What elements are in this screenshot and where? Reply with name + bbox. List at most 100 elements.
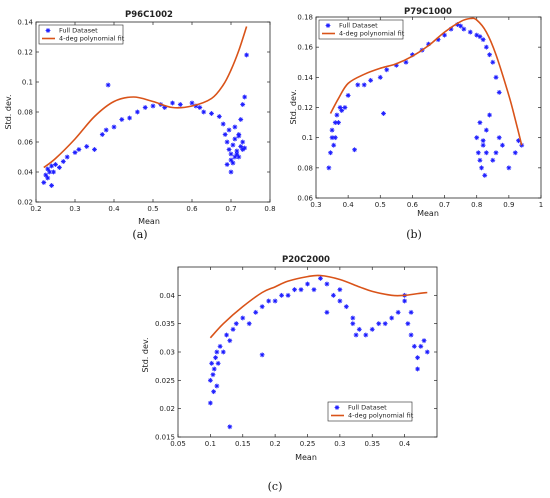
fit-line-a (43, 26, 248, 169)
data-point-c (376, 321, 382, 327)
data-point-a (230, 160, 236, 166)
data-point-b (355, 82, 361, 88)
data-point-c (279, 292, 284, 298)
data-point-b (477, 34, 483, 40)
data-point-a (41, 180, 47, 185)
data-point-c (343, 304, 349, 310)
data-point-b (336, 120, 341, 125)
data-point-c (213, 355, 218, 361)
x-tick-label-a: 0.2 (30, 205, 41, 213)
data-point-c (418, 343, 424, 349)
x-tick-label-a: 0.5 (147, 205, 158, 213)
data-point-a (84, 144, 90, 149)
y-tick-label-a: 0.08 (17, 109, 33, 117)
x-tick-label-c: 0.35 (364, 440, 380, 448)
data-point-a (209, 111, 214, 116)
data-point-a (201, 109, 207, 115)
data-point-c (214, 349, 220, 355)
plot-area-a: 0.2 0.3 0.4 0.5 0.6 0.7 0.8 0.02 0.04 0.06 0.08 0.1… (17, 19, 275, 214)
x-tick-label-b: 0.3 (310, 201, 321, 209)
caption-c: (c) (268, 480, 283, 493)
data-point-c (405, 321, 411, 327)
legend-label-fit-b: 4-deg polynomial fit (339, 30, 405, 38)
plot-area-c: 0.05 0.1 0.15 0.2 0.25 0.3 0.35 0.4 0.015 0.02 0.0… (155, 266, 438, 448)
data-point-a (177, 102, 183, 107)
legend-box-c (327, 401, 413, 422)
data-point-a (216, 114, 222, 119)
data-point-b (352, 147, 357, 153)
x-tick-label-b: 0.5 (375, 201, 386, 209)
data-point-a (244, 52, 249, 58)
x-tick-label-a: 0.7 (225, 205, 236, 213)
x-tick-label-a: 0.4 (108, 205, 120, 213)
chart-b-ylabel: Std. dev. (289, 89, 298, 124)
fit-line-b (329, 17, 523, 146)
chart-a-ylabel: Std. dev. (4, 94, 13, 129)
data-point-c (350, 315, 356, 321)
data-point-a (76, 147, 82, 152)
data-point-c (408, 332, 414, 338)
data-point-c (324, 309, 330, 315)
legend-label-points-a: Full Dataset (59, 27, 98, 35)
x-tick-label-b: 0.9 (503, 201, 514, 209)
data-point-c (207, 400, 213, 406)
data-point-c (356, 326, 362, 332)
data-point-b (368, 77, 374, 83)
data-point-b (482, 172, 488, 178)
chart-a-xlabel: Mean (138, 217, 160, 226)
data-point-b (334, 112, 340, 118)
data-point-a (57, 165, 62, 170)
data-point-b (475, 150, 481, 156)
data-point-b (512, 150, 518, 156)
data-point-b (331, 142, 337, 148)
x-tick-label-b: 0.6 (407, 201, 419, 209)
chart-b-title: P79C1000 (404, 7, 452, 17)
data-point-a (135, 109, 140, 115)
chart-panel-c: P20C2000 Mean Std. dev. (c) 0.05 0.1 0.15 0… (141, 255, 438, 493)
x-tick-label-a: 0.3 (69, 205, 80, 213)
data-point-c (337, 298, 343, 304)
data-point-a (224, 139, 230, 145)
data-point-a (64, 154, 70, 160)
data-point-a (224, 162, 230, 167)
data-point-a (232, 154, 238, 160)
data-point-a (230, 142, 236, 148)
data-point-b (384, 67, 390, 73)
data-point-b (479, 165, 484, 171)
legend-box-b (318, 19, 404, 40)
data-point-b (487, 112, 492, 118)
data-point-b (477, 157, 483, 163)
y-tick-label-a: 0.04 (17, 169, 33, 177)
data-point-b (377, 74, 383, 80)
data-point-a (189, 100, 195, 106)
data-point-a (228, 151, 234, 157)
data-point-c (215, 360, 221, 366)
data-point-a (240, 102, 246, 107)
chart-c-xlabel: Mean (295, 453, 317, 462)
data-point-a (222, 132, 228, 137)
y-tick-label-a: 0.12 (17, 49, 33, 57)
data-point-c (253, 309, 259, 315)
data-point-c (259, 352, 265, 358)
data-point-b (496, 90, 502, 95)
data-point-c (220, 349, 226, 355)
x-tick-label-c: 0.2 (270, 440, 281, 448)
data-point-c (217, 343, 223, 349)
x-tick-label-c: 0.15 (235, 440, 251, 448)
data-point-a (49, 183, 54, 188)
x-tick-label-b: 0.7 (439, 201, 450, 209)
data-point-c (305, 281, 310, 287)
data-point-c (415, 366, 420, 372)
data-point-c (211, 389, 217, 395)
legend-box-a (38, 24, 124, 45)
x-tick-label-c: 0.05 (170, 440, 186, 448)
data-point-b (461, 26, 467, 32)
y-tick-label-a: 0.1 (22, 79, 33, 87)
data-point-c (337, 287, 343, 293)
chart-panel-b: P79C1000 Mean Std. dev. (b) 0.3 0.4 0.5 0.6… (289, 7, 543, 241)
y-tick-label-c: 0.025 (155, 377, 175, 385)
data-point-b (493, 150, 499, 156)
data-point-b (483, 127, 489, 133)
